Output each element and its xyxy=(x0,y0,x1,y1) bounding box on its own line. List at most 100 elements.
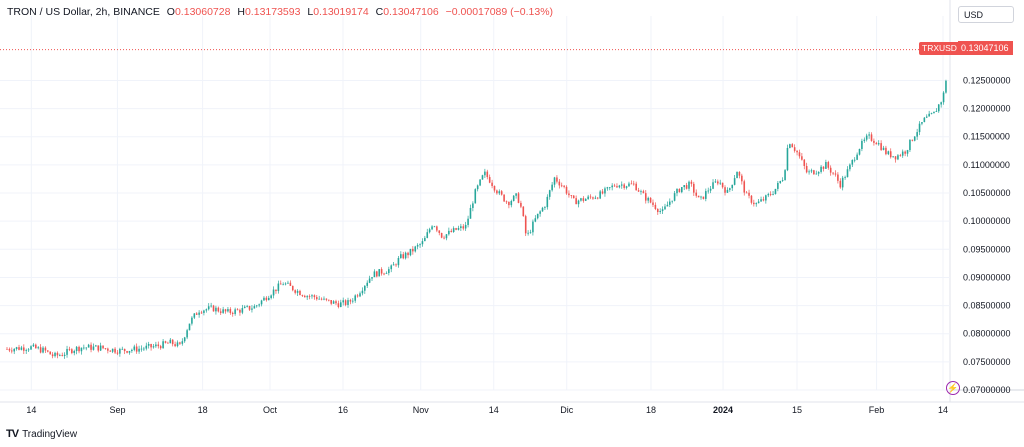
candle-body xyxy=(78,346,80,352)
candle-body xyxy=(464,224,467,229)
candle-body xyxy=(781,180,784,181)
candle-body xyxy=(877,143,880,145)
x-tick-label: 16 xyxy=(338,405,348,415)
currency-selector[interactable]: USD xyxy=(958,6,1014,23)
candle-body xyxy=(700,196,702,198)
candle-body xyxy=(164,341,167,343)
candle-body xyxy=(589,196,592,198)
candle-body xyxy=(183,337,186,342)
candle-body xyxy=(522,206,525,217)
candle-body xyxy=(580,198,582,201)
candle-body xyxy=(107,348,109,351)
candle-body xyxy=(534,218,537,222)
x-tick-label: 14 xyxy=(938,405,948,415)
candle-body xyxy=(512,195,515,202)
candle-body xyxy=(873,140,875,143)
candle-body xyxy=(834,173,837,175)
candle-body xyxy=(801,156,803,160)
chart-legend: TRON / US Dollar, 2h, BINANCE O0.1306072… xyxy=(7,6,553,18)
candle-body xyxy=(875,142,878,145)
candle-body xyxy=(786,147,789,171)
y-tick-label: 0.12500000 xyxy=(963,75,1011,85)
candle-body xyxy=(798,152,801,157)
tradingview-logo[interactable]: TV TradingView xyxy=(6,428,77,440)
candle-body xyxy=(889,151,892,158)
candle-body xyxy=(851,159,854,165)
candle-body xyxy=(913,136,916,141)
candle-body xyxy=(721,182,724,188)
candle-body xyxy=(714,181,717,183)
candle-body xyxy=(693,183,695,193)
candle-body xyxy=(147,344,150,346)
candle-body xyxy=(760,199,762,202)
candle-body xyxy=(207,306,210,310)
candle-body xyxy=(474,189,477,204)
candle-body xyxy=(349,300,352,302)
candle-body xyxy=(887,151,890,155)
candle-body xyxy=(289,282,292,286)
candle-body xyxy=(897,155,899,160)
candle-body xyxy=(378,269,381,277)
candle-body xyxy=(736,171,738,179)
candle-body xyxy=(450,230,453,233)
candle-body xyxy=(95,345,97,347)
candle-body xyxy=(613,185,616,187)
high-label: H xyxy=(237,6,245,18)
candle-body xyxy=(260,300,263,305)
candle-body xyxy=(803,159,806,166)
candle-body xyxy=(246,305,248,307)
candles xyxy=(6,79,947,359)
candle-body xyxy=(83,347,85,349)
candle-body xyxy=(765,195,767,201)
candle-body xyxy=(308,296,311,297)
candle-body xyxy=(128,351,131,353)
candle-body xyxy=(676,188,678,194)
candle-body xyxy=(109,350,112,352)
candle-body xyxy=(47,350,49,352)
symbol-title[interactable]: TRON / US Dollar, 2h, BINANCE xyxy=(7,6,160,18)
candle-body xyxy=(558,181,561,186)
candle-body xyxy=(556,177,558,182)
candle-body xyxy=(359,293,361,297)
candle-body xyxy=(810,170,813,172)
candle-body xyxy=(829,167,832,173)
candle-body xyxy=(757,201,760,204)
candle-body xyxy=(294,290,296,293)
candle-body xyxy=(697,195,700,198)
candle-body xyxy=(452,228,455,233)
candle-body xyxy=(491,182,493,187)
candle-body xyxy=(301,295,304,296)
candle-body xyxy=(779,180,782,183)
candle-body xyxy=(649,197,652,203)
candle-body xyxy=(126,351,128,353)
candle-body xyxy=(54,352,56,357)
candle-body xyxy=(195,313,198,315)
candle-body xyxy=(493,186,496,191)
lightning-icon[interactable]: ⚡ xyxy=(946,381,960,395)
candle-body xyxy=(481,175,484,180)
candle-body xyxy=(90,344,92,350)
candle-body xyxy=(729,188,731,190)
candle-body xyxy=(769,194,772,195)
candle-body xyxy=(505,201,508,203)
candle-body xyxy=(539,211,541,214)
candle-body xyxy=(23,347,25,351)
candle-body xyxy=(928,113,930,117)
candle-body xyxy=(303,295,306,298)
candle-body xyxy=(484,171,486,176)
candle-body xyxy=(306,296,308,298)
candle-body xyxy=(685,185,688,189)
candle-body xyxy=(373,271,376,278)
chart-grid xyxy=(0,0,1024,403)
candle-body xyxy=(628,183,630,187)
candle-body xyxy=(868,134,870,136)
y-tick-label: 0.10500000 xyxy=(963,188,1011,198)
candle-body xyxy=(517,193,520,203)
candle-body xyxy=(155,344,157,347)
candle-body xyxy=(383,273,385,275)
candle-body xyxy=(750,195,753,203)
y-tick-label: 0.11000000 xyxy=(963,160,1010,170)
candle-body xyxy=(140,348,143,350)
candle-body xyxy=(169,339,172,344)
